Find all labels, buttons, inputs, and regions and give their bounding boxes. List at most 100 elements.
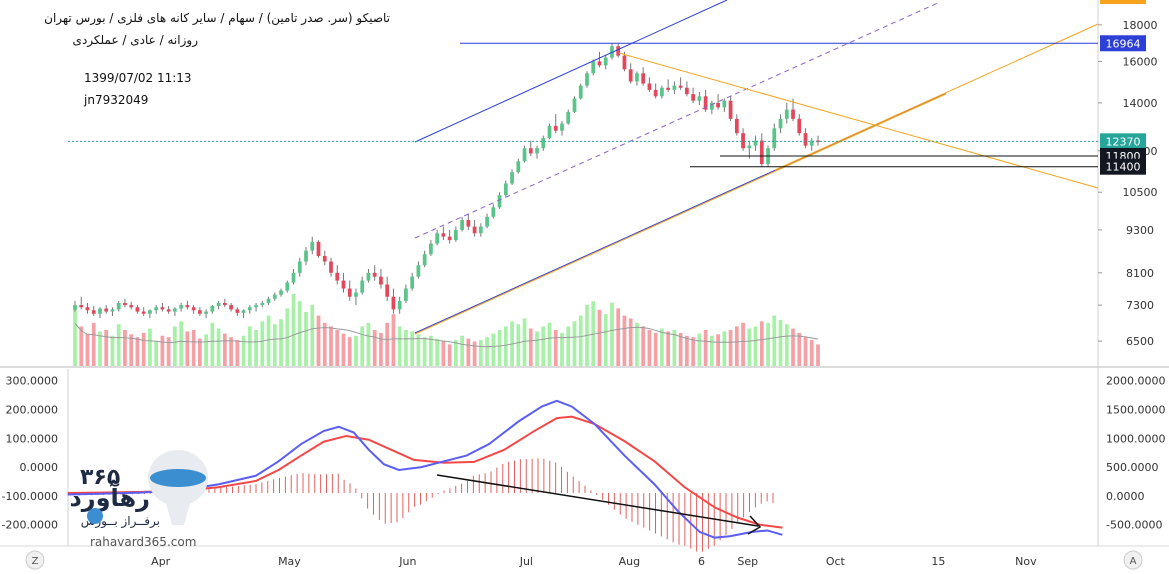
volume-bar [241, 335, 246, 366]
candle-body [703, 96, 708, 110]
volume-bar [566, 326, 571, 366]
volume-bar [441, 340, 446, 366]
candle-body [141, 311, 146, 314]
candle-body [535, 148, 539, 154]
volume-bar [397, 326, 402, 366]
candle-body [310, 241, 315, 251]
candle-body [528, 148, 533, 154]
candle-body [503, 183, 508, 196]
candle-body [678, 85, 683, 88]
rahavard-watermark: ۳۶۵ رهآورد برفــراز بــورس rahavard365.c… [69, 450, 208, 549]
volume-bar [759, 321, 764, 366]
volume-bar [547, 322, 552, 366]
candle-body [104, 308, 109, 312]
volume-bar [135, 337, 140, 366]
candle-body [173, 308, 177, 312]
zoom-left-button[interactable]: Z [25, 550, 45, 570]
candle-body [304, 250, 308, 262]
volume-bar [166, 337, 171, 366]
candle-body [360, 280, 365, 293]
macd-right-tick-label: 1000.0000 [1106, 432, 1166, 445]
volume-bar [553, 330, 558, 366]
price-tick-label: 9300 [1126, 224, 1154, 237]
volume-bar [453, 340, 458, 366]
volume-bar [516, 324, 521, 366]
macd-left-tick-label: -200.0000 [2, 519, 58, 532]
volume-bar [347, 337, 352, 366]
volume-bar [85, 333, 90, 366]
volume-bar [429, 335, 433, 366]
candle-body [91, 310, 96, 314]
volume-bar [610, 302, 614, 366]
candle-body [204, 311, 208, 314]
candle-body [553, 125, 558, 131]
volume-bar [98, 331, 102, 366]
volume-bar [535, 331, 539, 366]
price-tick-label: 6500 [1126, 335, 1154, 348]
macd-left-tick-label: -100.0000 [2, 490, 58, 503]
candle-body [210, 305, 215, 312]
volume-bar [491, 333, 496, 366]
volume-bar [447, 344, 452, 366]
chart-title: تاصیکو (سر. صدر تامین) / سهام / سایر کان… [44, 11, 390, 26]
candle-body [404, 288, 408, 301]
volume-bar [528, 328, 533, 366]
volume-bar [766, 322, 770, 366]
volume-bar [672, 330, 677, 366]
candle-body [85, 307, 90, 311]
volume-bar [379, 332, 383, 366]
candle-body [797, 118, 802, 134]
candle-body [560, 123, 564, 131]
candle-body [585, 73, 589, 86]
auto-scale-label: A [1130, 556, 1137, 567]
candle-body [154, 307, 159, 311]
candle-body [728, 100, 733, 119]
candle-body [247, 307, 252, 311]
candle-body [572, 98, 577, 112]
candle-body [466, 220, 471, 227]
channel-upper-line [414, 0, 728, 143]
candle-body [160, 307, 165, 310]
candle-body [110, 309, 115, 312]
volume-bar [272, 324, 277, 366]
volume-bar [116, 324, 121, 366]
auto-scale-button[interactable]: A [1123, 550, 1143, 570]
candle-body [709, 102, 714, 110]
candle-body [447, 236, 452, 241]
divergence-arrow-head [747, 515, 762, 535]
candle-body [129, 305, 134, 308]
price-tick-label: 14000 [1123, 97, 1158, 110]
candle-body [329, 261, 333, 273]
candle-body [660, 87, 664, 97]
time-axis-label: Jun [398, 555, 416, 568]
volume-bar [497, 330, 502, 366]
candle-body [229, 305, 233, 310]
candle-body [666, 87, 671, 90]
candle-body [566, 111, 571, 124]
candle-body [491, 207, 496, 217]
volume-bar [404, 330, 408, 366]
volume-bar [148, 328, 152, 366]
candle-body [578, 85, 583, 99]
brand-name: رهآورد [69, 483, 150, 512]
volume-bar [741, 322, 745, 366]
channel-mid-dashed-line [414, 1, 941, 239]
candle-body [603, 57, 608, 66]
candle-body [747, 145, 752, 149]
price-label-text: 11400 [1106, 161, 1141, 174]
candle-body [410, 276, 415, 289]
candle-body [734, 118, 739, 134]
volume-bar [691, 337, 695, 366]
volume-bar [416, 334, 421, 366]
candle-body [372, 272, 377, 277]
candle-body [166, 309, 171, 312]
volume-bar [254, 330, 258, 366]
volume-bar [716, 334, 720, 366]
candle-body [216, 302, 221, 306]
macd-signal-line [67, 415, 783, 529]
volume-bar [210, 322, 215, 366]
volume-bar [560, 332, 564, 366]
macd-line [67, 399, 783, 539]
candle-body [391, 296, 396, 310]
candle-body [416, 265, 421, 277]
